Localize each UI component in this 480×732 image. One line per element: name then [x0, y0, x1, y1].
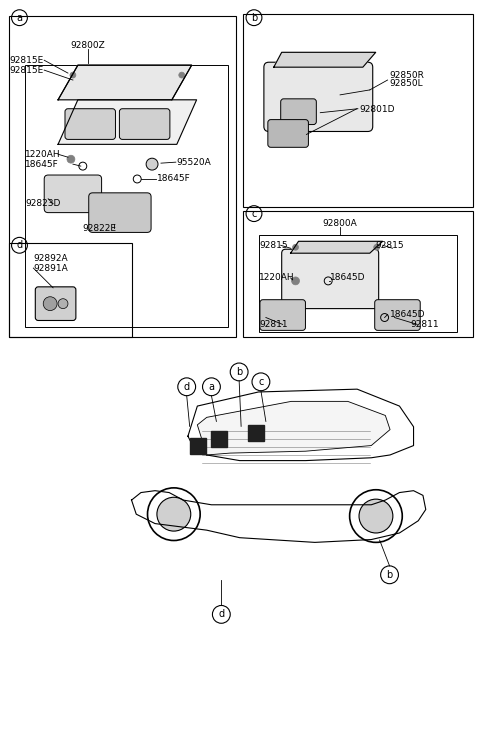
Text: 92811: 92811: [410, 320, 439, 329]
FancyBboxPatch shape: [44, 175, 102, 212]
FancyBboxPatch shape: [89, 193, 151, 233]
Bar: [259, 236, 457, 332]
Circle shape: [58, 299, 68, 309]
Text: 1220AH: 1220AH: [25, 150, 61, 159]
FancyBboxPatch shape: [281, 99, 316, 124]
Text: d: d: [184, 382, 190, 392]
FancyBboxPatch shape: [260, 299, 305, 330]
Bar: [248, 425, 264, 441]
Text: 18645D: 18645D: [330, 274, 366, 283]
FancyBboxPatch shape: [264, 62, 373, 132]
Text: 92815: 92815: [259, 241, 288, 250]
Text: c: c: [258, 377, 264, 386]
Text: 92801D: 92801D: [360, 105, 396, 114]
Text: c: c: [252, 209, 257, 219]
Circle shape: [374, 244, 380, 250]
Text: 92891A: 92891A: [33, 264, 68, 272]
Circle shape: [43, 296, 57, 310]
Circle shape: [291, 277, 300, 285]
Circle shape: [179, 72, 185, 78]
Text: 92800A: 92800A: [323, 219, 358, 228]
Text: d: d: [16, 240, 23, 250]
Bar: [243, 14, 473, 206]
Text: 18645D: 18645D: [390, 310, 425, 319]
Polygon shape: [58, 100, 197, 144]
Circle shape: [293, 244, 299, 250]
FancyBboxPatch shape: [282, 249, 379, 309]
FancyBboxPatch shape: [268, 119, 309, 147]
Text: 92850L: 92850L: [390, 80, 423, 89]
Circle shape: [157, 497, 191, 531]
Text: b: b: [386, 569, 393, 580]
Polygon shape: [290, 242, 383, 253]
Text: 92800Z: 92800Z: [71, 41, 105, 50]
Bar: [25, 65, 228, 327]
Bar: [190, 438, 205, 454]
Text: 92892A: 92892A: [33, 254, 68, 263]
Text: b: b: [251, 12, 257, 23]
Text: 92811: 92811: [259, 320, 288, 329]
Polygon shape: [197, 401, 390, 455]
Text: 92815: 92815: [376, 241, 404, 250]
Bar: [9, 243, 132, 337]
FancyBboxPatch shape: [120, 109, 170, 139]
Polygon shape: [58, 65, 192, 100]
Bar: [211, 431, 227, 447]
Circle shape: [70, 72, 76, 78]
Text: a: a: [16, 12, 23, 23]
Text: 92815E: 92815E: [9, 66, 43, 75]
Text: 92815E: 92815E: [9, 56, 43, 64]
Bar: [9, 15, 236, 337]
Circle shape: [146, 158, 158, 170]
Text: 92850R: 92850R: [390, 70, 424, 80]
Text: 18645F: 18645F: [157, 174, 191, 184]
Text: 95520A: 95520A: [177, 157, 212, 167]
Text: a: a: [208, 382, 215, 392]
Text: d: d: [218, 609, 224, 619]
Text: 1220AH: 1220AH: [259, 274, 295, 283]
FancyBboxPatch shape: [375, 299, 420, 330]
Circle shape: [67, 155, 75, 163]
Text: b: b: [236, 367, 242, 377]
Circle shape: [359, 499, 393, 533]
Bar: [243, 211, 473, 337]
Text: 92823D: 92823D: [25, 199, 61, 208]
Text: 18645F: 18645F: [25, 160, 59, 168]
Text: 92822E: 92822E: [83, 224, 117, 233]
FancyBboxPatch shape: [65, 109, 116, 139]
FancyBboxPatch shape: [36, 287, 76, 321]
Polygon shape: [274, 52, 376, 67]
